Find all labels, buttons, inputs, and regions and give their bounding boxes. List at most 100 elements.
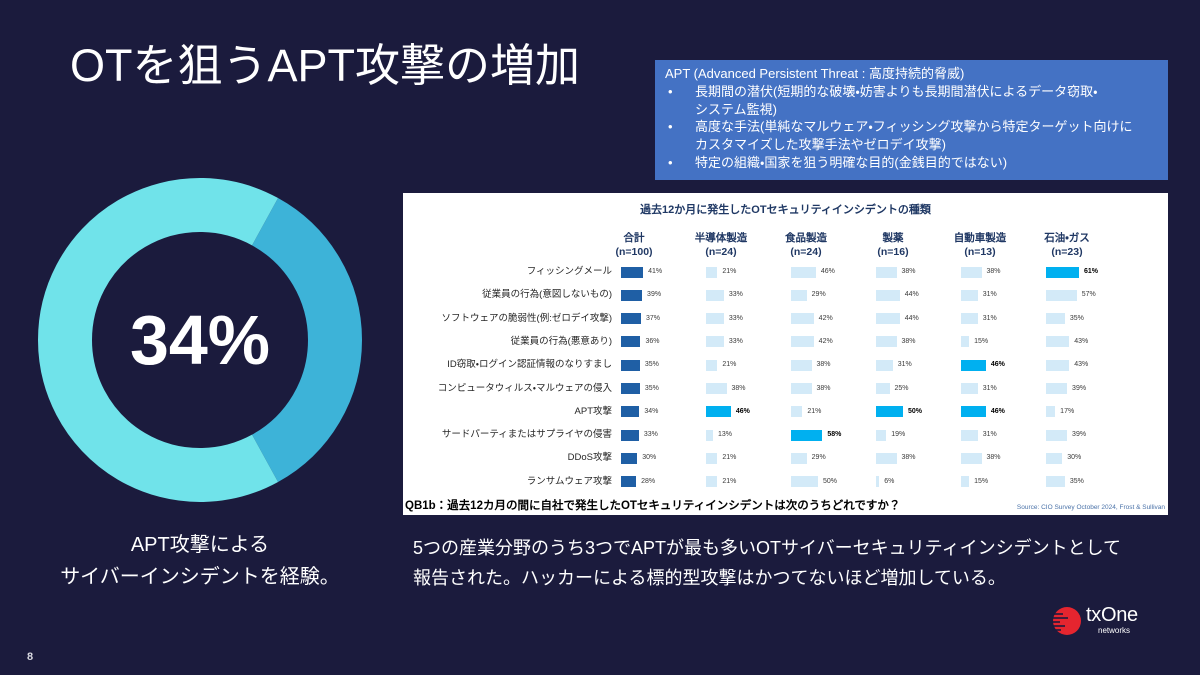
bar xyxy=(876,383,890,394)
bar xyxy=(791,336,814,348)
bar-value-label: 42% xyxy=(818,337,833,345)
bar-highlighted xyxy=(961,406,986,418)
bar xyxy=(791,406,803,418)
bar-value-label: 31% xyxy=(982,431,997,439)
bar-value-label: 21% xyxy=(722,268,737,275)
bar xyxy=(706,313,724,325)
bar xyxy=(791,452,807,464)
bar xyxy=(1046,313,1065,325)
row-label: 従業員の行為(意図しないもの) xyxy=(482,289,612,301)
column-header-name: 石油・ガス xyxy=(1044,232,1090,244)
bar xyxy=(791,359,812,371)
bar-value-label: 13% xyxy=(718,431,733,439)
row-label: DDoS攻撃 xyxy=(567,452,612,464)
column-header-name: 半導体製造 xyxy=(694,232,748,244)
bar-highlighted xyxy=(791,429,823,441)
donut-center-value: 34% xyxy=(129,301,271,379)
column-header: 自動車製造 (n=13) xyxy=(930,231,1030,259)
apt-definition-box: APT (Advanced Persistent Threat : 高度持続的脅… xyxy=(655,60,1168,180)
bar-value-label: 39% xyxy=(1072,431,1087,439)
bar-value-label: 44% xyxy=(904,291,919,299)
apt-donut-chart xyxy=(38,178,362,502)
bar xyxy=(706,476,718,488)
bar-value-label: 6% xyxy=(884,477,895,485)
logo-wordmark: txOne xyxy=(1086,604,1138,626)
bar-value-label: 50% xyxy=(823,477,838,485)
bar xyxy=(961,313,978,325)
bar xyxy=(706,266,718,278)
bar-value-label: 30% xyxy=(1067,454,1082,462)
bar xyxy=(621,429,639,441)
bullet-dot-icon: • xyxy=(668,83,673,99)
column-header-name: 自動車製造 xyxy=(953,232,1007,244)
bar xyxy=(621,476,637,488)
bar xyxy=(961,429,978,441)
bar xyxy=(791,383,812,394)
bar xyxy=(621,266,644,278)
apt-bullet-text: 長期間の潜伏(短期的な破壊・妨害よりも長期間潜伏によるデータ窃取・ xyxy=(695,83,1098,99)
bar-value-label: 61% xyxy=(1083,268,1098,275)
row-label: APT攻撃 xyxy=(574,405,612,417)
column-header: 石油・ガス (n=23) xyxy=(1017,231,1117,259)
bar-value-label: 43% xyxy=(1074,337,1089,345)
bar-value-label: 29% xyxy=(811,454,826,462)
bar-value-label: 46% xyxy=(990,407,1005,415)
bar-value-label: 36% xyxy=(645,337,660,345)
incident-type-chart: 過去12か月に発生したOTセキュリティインシデントの種類 QB1b：過去12カ月… xyxy=(403,193,1168,515)
row-label: ソフトウェアの脆弱性(例:ゼロデイ攻撃) xyxy=(441,312,612,324)
apt-box-heading: APT (Advanced Persistent Threat : 高度持続的脅… xyxy=(665,66,965,81)
bar-value-label: 29% xyxy=(811,291,826,299)
apt-bullet-continuation: システム監視) xyxy=(695,101,777,117)
bar-value-label: 46% xyxy=(990,361,1005,369)
bar xyxy=(706,336,724,348)
summary-line: 5つの産業分野のうち3つでAPTが最も多いOTサイバーセキュリティインシデントと… xyxy=(413,538,1122,558)
bar-value-label: 19% xyxy=(891,431,906,439)
donut-caption: APT攻撃による サイバーインシデントを経験。 xyxy=(20,529,380,593)
bar-value-label: 21% xyxy=(807,407,822,415)
bar-value-label: 31% xyxy=(897,361,912,369)
bar-value-label: 35% xyxy=(1069,477,1084,485)
bar xyxy=(1046,476,1065,488)
bar-value-label: 31% xyxy=(982,384,997,392)
bar xyxy=(961,476,970,488)
bar xyxy=(706,429,714,441)
row-label: サードパーティまたはサプライヤの侵害 xyxy=(441,429,612,441)
bar-value-label: 38% xyxy=(816,361,831,369)
bar xyxy=(1046,336,1070,348)
bar-value-label: 15% xyxy=(974,477,989,485)
bar-highlighted xyxy=(1046,266,1079,278)
bar xyxy=(876,266,897,278)
apt-bullet-line: • 高度な手法(単純なマルウェア・フィッシング攻撃から特定ターゲット向けに xyxy=(665,118,1160,136)
bar-value-label: 46% xyxy=(735,407,750,415)
bar xyxy=(706,452,718,464)
column-header-sample-size: (n=16) xyxy=(877,246,909,258)
slide-title: OTを狙うAPT攻撃の増加 xyxy=(70,40,581,91)
donut-caption-line: APT攻撃による xyxy=(130,534,270,556)
column-header-name: 食品製造 xyxy=(785,232,827,244)
column-header-sample-size: (n=24) xyxy=(705,246,737,258)
bar xyxy=(876,429,887,441)
summary-text: 5つの産業分野のうち3つでAPTが最も多いOTサイバーセキュリティインシデントと… xyxy=(413,533,1121,593)
bar-value-label: 21% xyxy=(722,361,737,369)
bar xyxy=(876,336,897,348)
donut-slice-remainder xyxy=(38,178,278,502)
bar-value-label: 34% xyxy=(644,407,659,415)
bar xyxy=(791,266,816,278)
bar xyxy=(621,289,643,301)
row-label: ランサムウェア攻撃 xyxy=(526,475,612,487)
bar xyxy=(706,289,724,301)
bar-value-label: 38% xyxy=(986,268,1001,275)
apt-bullet-text: 高度な手法(単純なマルウェア・フィッシング攻撃から特定ターゲット向けに xyxy=(695,119,1133,135)
bar-highlighted xyxy=(706,406,731,418)
bar xyxy=(706,359,718,371)
bar-value-label: 31% xyxy=(982,291,997,299)
bar-value-label: 38% xyxy=(901,337,916,345)
bar xyxy=(876,452,897,464)
column-header-name: 合計 xyxy=(623,232,645,244)
bar-value-label: 57% xyxy=(1081,291,1096,299)
bar xyxy=(961,266,982,278)
summary-line: 報告された。ハッカーによる標的型攻撃はかつてないほど増加している。 xyxy=(413,568,1006,588)
donut-caption-line: サイバーインシデントを経験。 xyxy=(60,566,340,588)
bar-highlighted xyxy=(876,406,903,418)
